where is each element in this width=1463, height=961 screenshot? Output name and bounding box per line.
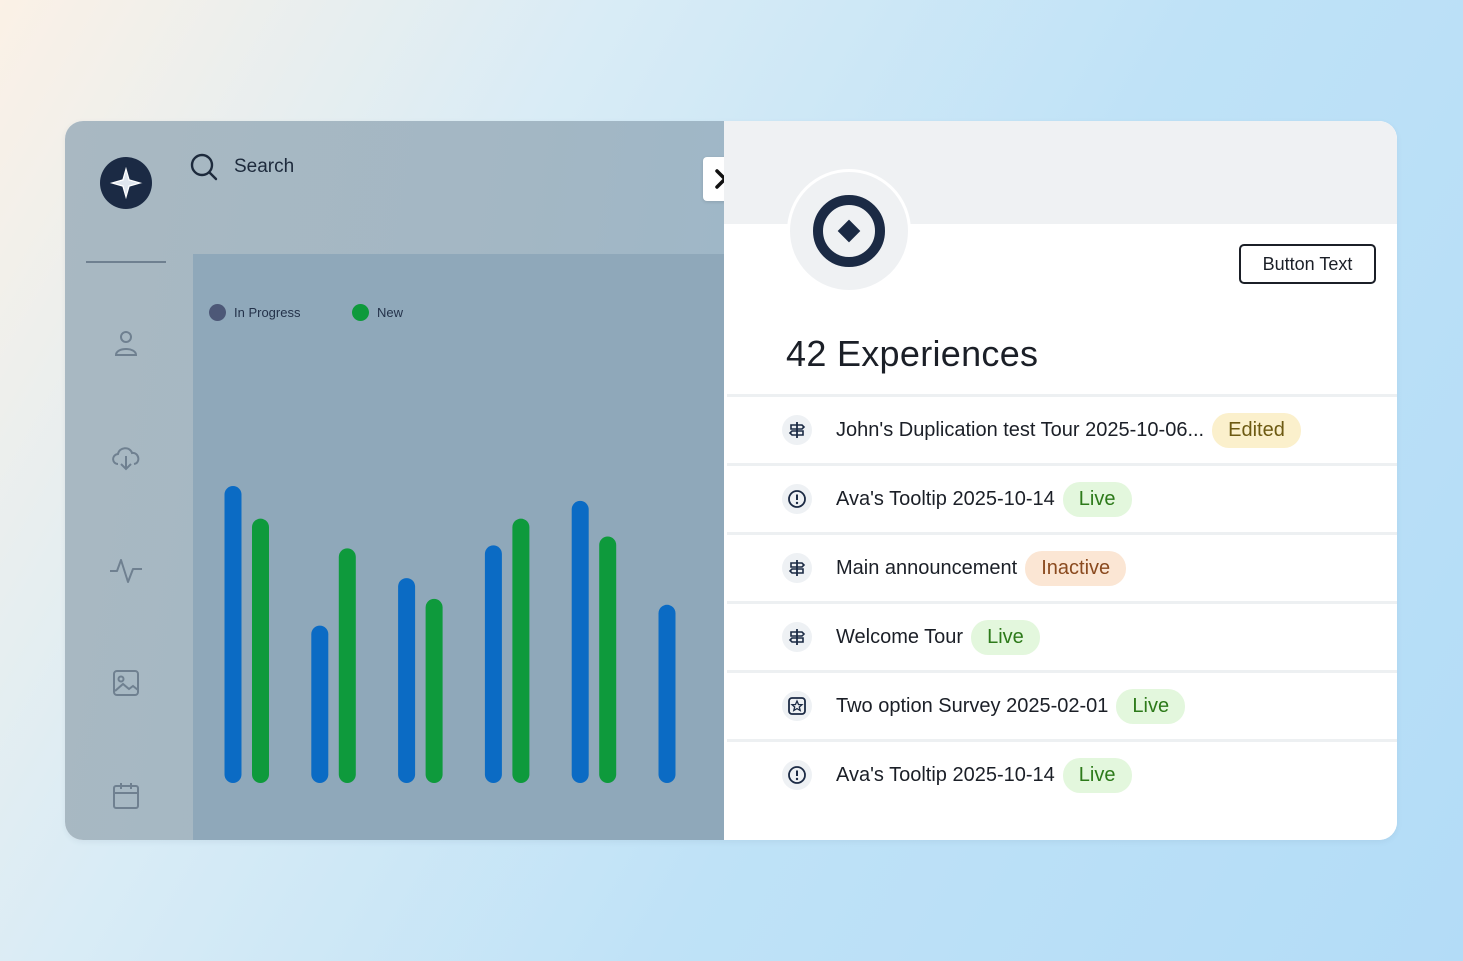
brand-logo[interactable]	[100, 157, 152, 209]
legend-label: In Progress	[234, 305, 301, 320]
list-item[interactable]: Welcome Tour Live	[727, 601, 1397, 670]
chart-panel: In Progress New	[193, 254, 724, 840]
sidebar-divider	[86, 261, 166, 263]
legend-label: New	[377, 305, 404, 320]
list-item[interactable]: Ava's Tooltip 2025-10-14 Live	[727, 739, 1397, 808]
dimmed-dashboard: Search	[65, 121, 724, 840]
nav-images[interactable]	[108, 665, 144, 701]
legend-item-new: New	[352, 304, 403, 321]
experiences-panel: Button Text 42 Experiences John's Duplic…	[724, 121, 1397, 840]
status-badge: Edited	[1212, 412, 1301, 448]
experience-name: Ava's Tooltip 2025-10-14	[836, 487, 1055, 510]
image-icon	[113, 670, 139, 696]
bar-chart	[224, 486, 676, 783]
signpost-icon	[782, 553, 812, 583]
legend-dot	[209, 304, 226, 321]
bar-in-progress-2	[311, 625, 329, 783]
bar-in-progress-6	[658, 604, 676, 783]
star-square-icon	[782, 691, 812, 721]
experience-name: Two option Survey 2025-02-01	[836, 694, 1109, 717]
list-item[interactable]: John's Duplication test Tour 2025-10-06.…	[727, 394, 1397, 463]
bar-new-3	[425, 598, 443, 783]
signpost-icon	[782, 622, 812, 652]
alert-circle-icon	[782, 484, 812, 514]
bar-new-5	[599, 536, 617, 783]
nav-calendar[interactable]	[108, 778, 144, 814]
bar-new-1	[252, 518, 269, 783]
bar-in-progress-3	[398, 578, 416, 783]
experience-name: Welcome Tour	[836, 625, 964, 648]
signpost-icon	[782, 415, 812, 445]
user-icon	[114, 331, 138, 356]
search-bar[interactable]: Search	[190, 153, 294, 181]
list-item[interactable]: Ava's Tooltip 2025-10-14 Live	[727, 463, 1397, 532]
experience-name: Main announcement	[836, 556, 1018, 579]
nav-activity[interactable]	[108, 552, 144, 588]
panel-logo	[787, 169, 911, 293]
legend-dot	[352, 304, 369, 321]
search-icon	[190, 153, 218, 181]
list-item[interactable]: Main announcement Inactive	[727, 532, 1397, 601]
calendar-icon	[113, 783, 139, 809]
primary-action-button[interactable]: Button Text	[1239, 244, 1376, 284]
list-item[interactable]: Two option Survey 2025-02-01 Live	[727, 670, 1397, 739]
target-logo-icon	[813, 195, 885, 267]
compass-star-icon	[106, 163, 146, 203]
activity-icon	[110, 559, 142, 583]
experience-list: John's Duplication test Tour 2025-10-06.…	[727, 394, 1397, 808]
bar-in-progress-1	[224, 486, 242, 783]
bar-in-progress-4	[484, 545, 502, 783]
page-title: 42 Experiences	[786, 333, 1039, 374]
experience-name: Ava's Tooltip 2025-10-14	[836, 763, 1055, 786]
experience-name: John's Duplication test Tour 2025-10-06.…	[836, 418, 1205, 441]
status-badge: Live	[1062, 757, 1132, 793]
app-window: Search	[65, 121, 1397, 840]
search-label: Search	[234, 156, 295, 177]
status-badge: Live	[1116, 688, 1186, 724]
bar-in-progress-5	[571, 500, 589, 783]
status-badge: Inactive	[1025, 550, 1127, 586]
legend-item-in-progress: In Progress	[209, 304, 300, 321]
bar-new-2	[338, 548, 356, 783]
nav-user[interactable]	[108, 325, 144, 361]
nav-cloud-download[interactable]	[108, 439, 144, 475]
status-badge: Live	[971, 619, 1040, 655]
status-badge: Live	[1062, 481, 1132, 517]
alert-circle-icon	[782, 760, 812, 790]
bar-new-4	[512, 518, 530, 783]
cloud-download-icon	[112, 447, 140, 471]
